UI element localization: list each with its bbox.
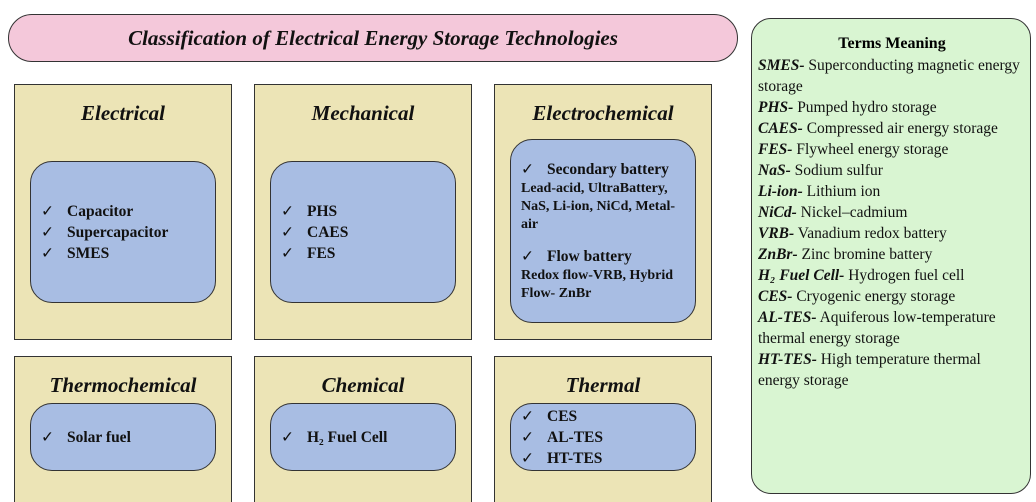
item: AL-TES	[521, 427, 687, 448]
item: FES	[281, 243, 447, 264]
meaning: High temperature thermal energy storage	[758, 351, 981, 389]
terms-panel: Terms Meaning SMES- Superconducting magn…	[751, 18, 1031, 494]
term: VRB-	[758, 225, 795, 242]
item-name: FES	[281, 245, 335, 262]
meaning: Aquiferous low-temperature thermal energ…	[758, 309, 996, 347]
term: FES-	[758, 141, 793, 158]
meaning: Nickel–cadmium	[800, 204, 908, 221]
meaning: Lithium ion	[806, 183, 881, 200]
item: SMES	[41, 243, 207, 264]
items-box: CES AL-TES HT-TES	[510, 403, 696, 471]
items-box: PHS CAES FES	[270, 161, 456, 303]
term-entry: AL-TES- Aquiferous low-temperature therm…	[758, 307, 1026, 349]
term-entry: VRB- Vanadium redox battery	[758, 223, 1026, 244]
term-entry: NaS- Sodium sulfur	[758, 160, 1026, 181]
term: SMES-	[758, 57, 805, 74]
item-name: Flow battery	[521, 248, 632, 265]
item-detail: Redox flow-VRB, Hybrid Flow- ZnBr	[521, 268, 674, 301]
meaning: Zinc bromine battery	[801, 246, 933, 263]
item: CES	[521, 406, 687, 427]
category-box: Thermochemical Solar fuel	[14, 356, 232, 502]
meaning: Cryogenic energy storage	[796, 288, 956, 305]
meaning: Compressed air energy storage	[806, 120, 998, 137]
items-box: H₂ Fuel Cell	[270, 403, 456, 471]
term: CES-	[758, 288, 793, 305]
term-entry: Li-ion- Lithium ion	[758, 181, 1026, 202]
term-entry: CES- Cryogenic energy storage	[758, 286, 1026, 307]
meaning: Superconducting magnetic energy storage	[758, 57, 1020, 95]
category-box: Mechanical PHS CAES FES	[254, 84, 472, 340]
item: H₂ Fuel Cell	[281, 427, 447, 448]
category-title: Chemical	[321, 373, 405, 397]
term-entry: H₂ Fuel Cell- Hydrogen fuel cell	[758, 265, 1026, 286]
item-name: Secondary battery	[521, 161, 669, 178]
category-box: Electrochemical Secondary battery Lead-aci…	[494, 84, 712, 340]
item-name: AL-TES	[521, 429, 603, 446]
meaning: Sodium sulfur	[794, 162, 883, 179]
item: Secondary battery Lead-acid, UltraBattery…	[521, 159, 687, 234]
term: CAES-	[758, 120, 803, 137]
category-box: Thermal CES AL-TES HT-TES	[494, 356, 712, 502]
item-name: Solar fuel	[41, 429, 131, 446]
item-name: Capacitor	[41, 203, 133, 220]
category-title: Thermal	[565, 373, 641, 397]
term: H₂ Fuel Cell-	[758, 267, 845, 284]
term: NiCd-	[758, 204, 797, 221]
title: Classification of Electrical Energy Stor…	[8, 14, 738, 62]
item-name: CAES	[281, 224, 348, 241]
items-box: Capacitor Supercapacitor SMES	[30, 161, 216, 303]
meaning: Flywheel energy storage	[796, 141, 949, 158]
term-entry: HT-TES- High temperature thermal energy …	[758, 349, 1026, 391]
term: HT-TES-	[758, 351, 817, 368]
term: ZnBr-	[758, 246, 798, 263]
term-entry: CAES- Compressed air energy storage	[758, 118, 1026, 139]
term-entry: PHS- Pumped hydro storage	[758, 97, 1026, 118]
item: Capacitor	[41, 201, 207, 222]
item-name: Supercapacitor	[41, 224, 168, 241]
category-title: Electrochemical	[532, 101, 674, 125]
item-name: H₂ Fuel Cell	[281, 429, 387, 446]
meaning: Pumped hydro storage	[797, 99, 937, 116]
items-box: Solar fuel	[30, 403, 216, 471]
category-title: Thermochemical	[49, 373, 197, 397]
term-entry: FES- Flywheel energy storage	[758, 139, 1026, 160]
term: PHS-	[758, 99, 794, 116]
item: CAES	[281, 222, 447, 243]
meaning: Hydrogen fuel cell	[848, 267, 965, 284]
category-box: Electrical Capacitor Supercapacitor SMES	[14, 84, 232, 340]
term-entry: ZnBr- Zinc bromine battery	[758, 244, 1026, 265]
meaning: Vanadium redox battery	[797, 225, 947, 242]
category-title: Electrical	[81, 101, 165, 125]
item-name: HT-TES	[521, 450, 602, 467]
item-name: SMES	[41, 245, 109, 262]
terms-title: Terms Meaning	[838, 35, 946, 52]
term: NaS-	[758, 162, 791, 179]
term: AL-TES-	[758, 309, 817, 326]
term-entry: SMES- Superconducting magnetic energy st…	[758, 55, 1026, 97]
item-detail: Lead-acid, UltraBattery, NaS, Li-ion, Ni…	[521, 181, 675, 232]
category-title: Mechanical	[311, 101, 415, 125]
item-name: PHS	[281, 203, 337, 220]
item: HT-TES	[521, 448, 687, 469]
items-box: Secondary battery Lead-acid, UltraBattery…	[510, 139, 696, 323]
item: PHS	[281, 201, 447, 222]
category-box: Chemical H₂ Fuel Cell	[254, 356, 472, 502]
term-entry: NiCd- Nickel–cadmium	[758, 202, 1026, 223]
item: Flow battery Redox flow-VRB, Hybrid Flow-…	[521, 246, 687, 303]
term: Li-ion-	[758, 183, 803, 200]
item: Solar fuel	[41, 427, 207, 448]
item: Supercapacitor	[41, 222, 207, 243]
item-name: CES	[521, 408, 577, 425]
